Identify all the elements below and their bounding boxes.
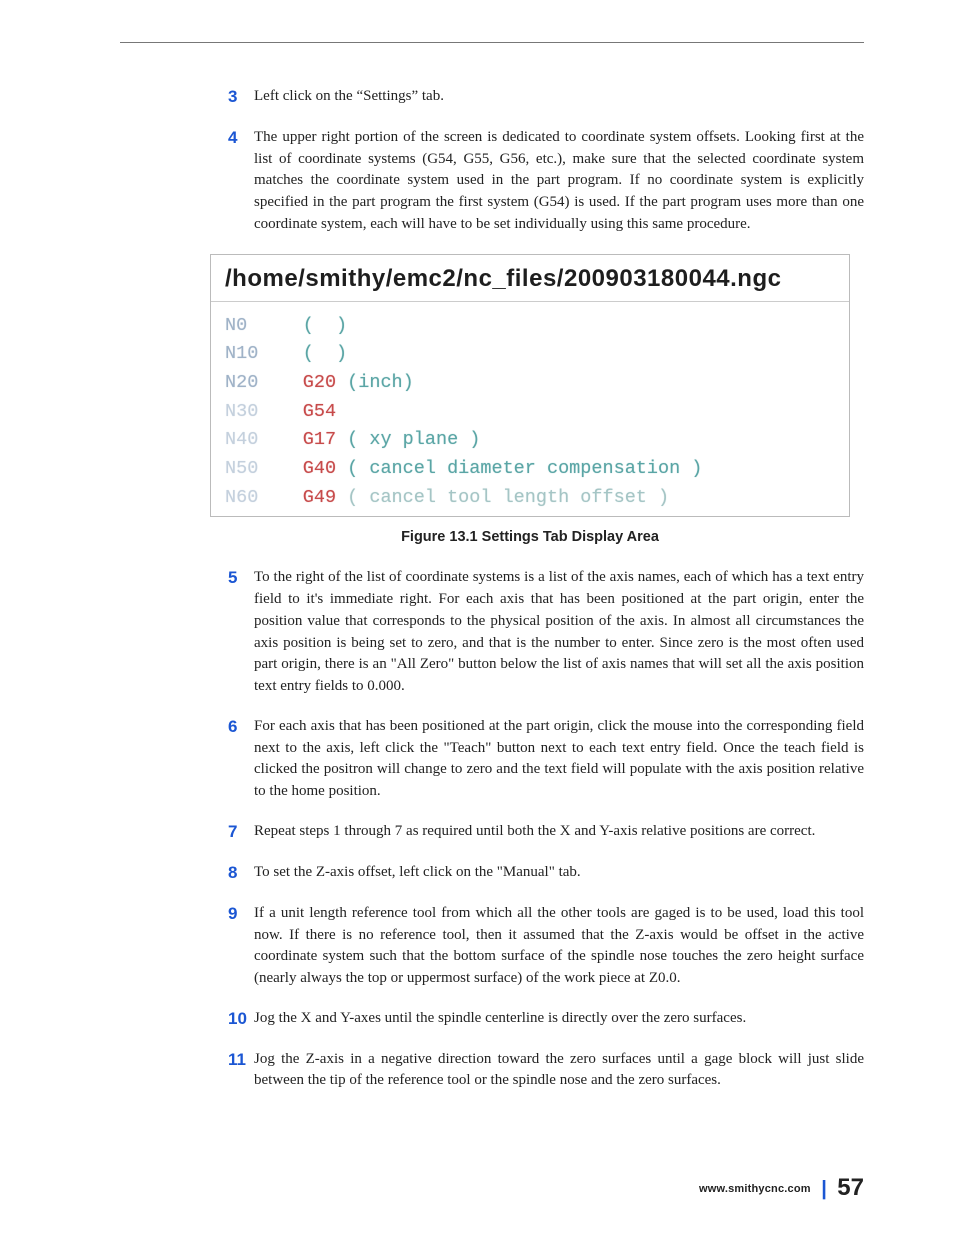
code-line-4: N40 G17 ( xy plane ) — [225, 426, 835, 455]
step-11: 11 Jog the Z-axis in a negative directio… — [228, 1049, 864, 1093]
line-number: N30 — [225, 401, 258, 422]
code-line-5: N50 G40 ( cancel diameter compensation ) — [225, 455, 835, 484]
line-number: N20 — [225, 372, 258, 393]
code-comment: ( cancel tool length offset ) — [336, 487, 669, 508]
step-number: 6 — [228, 716, 254, 739]
code-line-1: N10 ( ) — [225, 340, 835, 369]
step-6: 6 For each axis that has been positioned… — [228, 716, 864, 803]
line-number: N60 — [225, 487, 258, 508]
step-3: 3 Left click on the “Settings” tab. — [228, 86, 864, 109]
gcode-word: G54 — [303, 401, 336, 422]
step-text: Left click on the “Settings” tab. — [254, 86, 864, 108]
figure-caption: Figure 13.1 Settings Tab Display Area — [210, 529, 850, 545]
step-4: 4 The upper right portion of the screen … — [228, 127, 864, 236]
line-number: N40 — [225, 429, 258, 450]
step-number: 10 — [228, 1008, 254, 1031]
step-10: 10 Jog the X and Y-axes until the spindl… — [228, 1008, 864, 1031]
code-comment: ( ) — [303, 315, 347, 336]
step-number: 5 — [228, 567, 254, 590]
gcode-word: G20 — [303, 372, 336, 393]
gcode-word: G40 — [303, 458, 336, 479]
header-rule — [120, 42, 864, 43]
step-9: 9 If a unit length reference tool from w… — [228, 903, 864, 990]
line-number: N0 — [225, 315, 247, 336]
footer-separator: | — [821, 1178, 827, 1200]
figure-path-title: /home/smithy/emc2/nc_files/200903180044.… — [211, 255, 849, 302]
step-text: The upper right portion of the screen is… — [254, 127, 864, 236]
step-8: 8 To set the Z-axis offset, left click o… — [228, 862, 864, 885]
step-number: 8 — [228, 862, 254, 885]
step-text: If a unit length reference tool from whi… — [254, 903, 864, 990]
code-line-3: N30 G54 — [225, 398, 835, 427]
line-number: N10 — [225, 343, 258, 364]
step-text: Jog the Z-axis in a negative direction t… — [254, 1049, 864, 1093]
step-text: To set the Z-axis offset, left click on … — [254, 862, 864, 884]
step-7: 7 Repeat steps 1 through 7 as required u… — [228, 821, 864, 844]
content-lower: 5 To the right of the list of coordinate… — [228, 567, 864, 1092]
step-text: Jog the X and Y-axes until the spindle c… — [254, 1008, 864, 1030]
step-text: For each axis that has been positioned a… — [254, 716, 864, 803]
code-comment: ( xy plane ) — [336, 429, 480, 450]
page-footer: www.smithycnc.com | 57 — [699, 1171, 864, 1199]
figure-screenshot: /home/smithy/emc2/nc_files/200903180044.… — [210, 254, 850, 518]
step-number: 4 — [228, 127, 254, 150]
footer-url: www.smithycnc.com — [699, 1183, 811, 1195]
gcode-word: G49 — [303, 487, 336, 508]
step-5: 5 To the right of the list of coordinate… — [228, 567, 864, 698]
main-content: 3 Left click on the “Settings” tab. 4 Th… — [228, 86, 864, 236]
line-number: N50 — [225, 458, 258, 479]
gcode-listing: N0 ( ) N10 ( ) N20 G20 (inch) N30 G54 N4… — [211, 302, 849, 517]
step-number: 7 — [228, 821, 254, 844]
step-number: 11 — [228, 1049, 254, 1072]
code-comment: (inch) — [336, 372, 414, 393]
page-number: 57 — [837, 1174, 864, 1201]
code-comment: ( cancel diameter compensation ) — [336, 458, 702, 479]
code-comment: ( ) — [303, 343, 347, 364]
step-text: Repeat steps 1 through 7 as required unt… — [254, 821, 864, 843]
step-number: 3 — [228, 86, 254, 109]
code-line-0: N0 ( ) — [225, 312, 835, 341]
step-text: To the right of the list of coordinate s… — [254, 567, 864, 698]
code-line-2: N20 G20 (inch) — [225, 369, 835, 398]
gcode-word: G17 — [303, 429, 336, 450]
code-line-6: N60 G49 ( cancel tool length offset ) — [225, 484, 835, 513]
step-number: 9 — [228, 903, 254, 926]
